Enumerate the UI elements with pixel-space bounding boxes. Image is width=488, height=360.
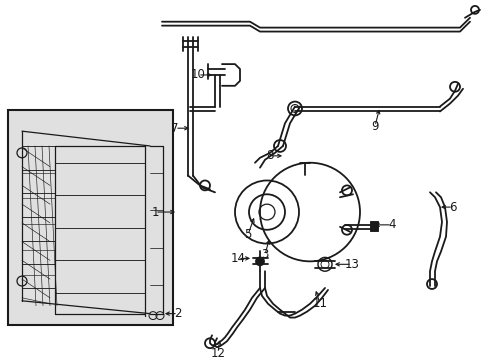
Text: 1: 1 xyxy=(151,206,159,219)
Text: 9: 9 xyxy=(370,120,378,133)
Text: 7: 7 xyxy=(171,122,179,135)
Bar xyxy=(8,111,173,325)
Text: 14: 14 xyxy=(230,252,245,265)
Text: 8: 8 xyxy=(266,149,273,162)
Text: 13: 13 xyxy=(344,258,359,271)
Text: 11: 11 xyxy=(312,297,327,310)
Text: 4: 4 xyxy=(387,219,395,231)
Bar xyxy=(369,221,377,231)
Text: 2: 2 xyxy=(174,307,182,320)
Text: 3: 3 xyxy=(261,248,268,261)
Text: 6: 6 xyxy=(448,201,456,213)
Text: 5: 5 xyxy=(244,228,251,241)
Text: 12: 12 xyxy=(210,347,225,360)
Text: 10: 10 xyxy=(190,68,205,81)
Circle shape xyxy=(256,257,264,265)
